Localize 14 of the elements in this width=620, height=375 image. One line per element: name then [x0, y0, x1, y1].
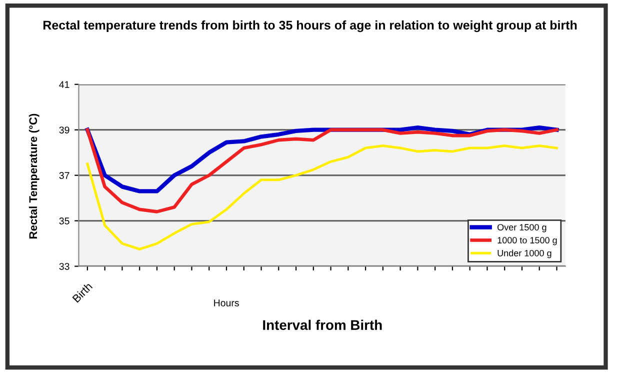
text: Hours [214, 300, 239, 306]
legend-label: Under 1000 g [498, 250, 552, 258]
line-series [86, 144, 558, 250]
y-tick-label: 39 [59, 126, 70, 134]
legend-label: Over 1500 g [498, 224, 546, 232]
y-axis-title: Rectal Temperature (°C) [28, 114, 40, 238]
legend-label: 1000 to 1500 g [498, 237, 557, 246]
y-tick-label: 35 [59, 218, 70, 224]
y-tick-label: 41 [59, 81, 70, 88]
chart-title: Rectal temperature trends from birth to 35 hours of age in relation to weight group at birth [43, 20, 577, 32]
x-axis-title: Interval from Birth [263, 320, 382, 330]
y-tick-label: 33 [59, 262, 70, 270]
y-tick-label: 37 [59, 172, 70, 179]
line-series [86, 128, 558, 214]
